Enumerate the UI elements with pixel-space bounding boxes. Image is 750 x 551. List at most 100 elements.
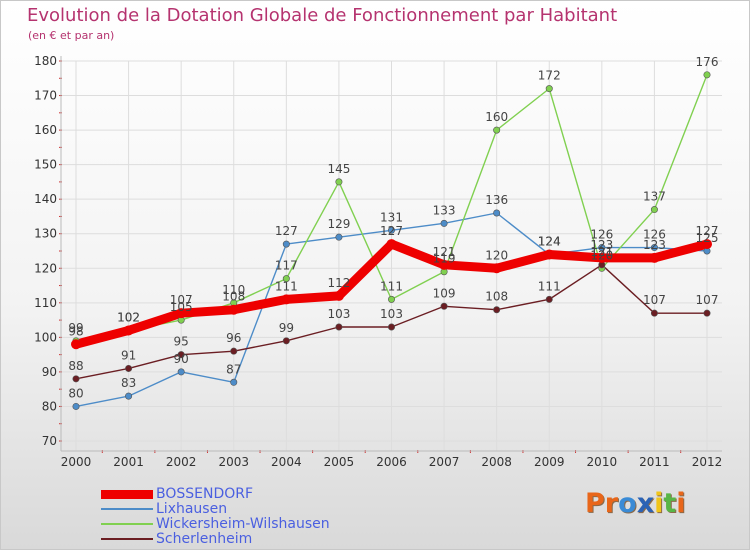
x-tick-label: 2008 bbox=[481, 455, 512, 469]
series-points bbox=[71, 71, 712, 410]
data-point bbox=[282, 240, 290, 248]
chart-title: Evolution de la Dotation Globale de Fonc… bbox=[27, 5, 618, 26]
x-tick-label: 2012 bbox=[692, 455, 723, 469]
data-label: 83 bbox=[121, 376, 136, 390]
x-tick-label: 2003 bbox=[218, 455, 249, 469]
y-tick-label: 100 bbox=[34, 330, 57, 344]
data-point bbox=[125, 364, 133, 372]
data-point bbox=[335, 323, 343, 331]
legend-label: BOSSENDORF bbox=[156, 486, 254, 502]
data-point bbox=[702, 239, 712, 250]
y-tick-label: 150 bbox=[34, 158, 57, 172]
data-label: 123 bbox=[590, 238, 613, 252]
data-label: 127 bbox=[696, 224, 719, 238]
data-label: 91 bbox=[121, 348, 136, 362]
data-point bbox=[230, 347, 238, 355]
data-point bbox=[335, 233, 343, 241]
data-point bbox=[333, 290, 344, 301]
data-point bbox=[177, 351, 185, 359]
data-point bbox=[177, 368, 185, 376]
legend-label: Lixhausen bbox=[156, 501, 228, 517]
data-label: 80 bbox=[68, 386, 83, 400]
data-label: 126 bbox=[643, 228, 666, 242]
data-point bbox=[650, 206, 658, 214]
logo-letter: P bbox=[585, 488, 605, 519]
data-point bbox=[439, 259, 450, 270]
data-point bbox=[282, 275, 290, 283]
legend-swatch bbox=[101, 508, 153, 510]
data-point bbox=[493, 306, 501, 314]
logo-letter: r bbox=[604, 488, 619, 519]
proxiti-logo: Proxiti bbox=[585, 488, 686, 519]
logo-letter: i bbox=[676, 488, 686, 519]
data-label: 108 bbox=[485, 290, 508, 304]
data-label: 107 bbox=[696, 293, 719, 307]
y-tick-label: 170 bbox=[34, 89, 57, 103]
data-label: 131 bbox=[380, 210, 403, 224]
x-tick-label: 2010 bbox=[587, 455, 618, 469]
data-label: 88 bbox=[68, 359, 83, 373]
data-label: 124 bbox=[538, 234, 561, 248]
legend-swatch bbox=[101, 523, 153, 525]
data-label: 117 bbox=[275, 259, 298, 273]
data-label: 172 bbox=[538, 69, 561, 83]
x-axis-ticks: 2000 2001 2002 2003 2004 2005 2006 2007 2008 2009… bbox=[61, 455, 723, 469]
x-tick-label: 2006 bbox=[376, 455, 407, 469]
y-tick-label: 110 bbox=[34, 296, 57, 310]
data-label: 119 bbox=[433, 252, 456, 266]
data-point bbox=[493, 126, 501, 134]
x-tick-label: 2002 bbox=[166, 455, 197, 469]
data-label: 160 bbox=[485, 110, 508, 124]
data-point bbox=[387, 295, 395, 303]
data-point bbox=[544, 249, 555, 260]
data-point bbox=[650, 244, 658, 252]
y-tick-label: 120 bbox=[34, 261, 57, 275]
data-label: 105 bbox=[170, 300, 193, 314]
data-label: 121 bbox=[433, 245, 456, 259]
logo-letter: o bbox=[618, 488, 637, 519]
data-point bbox=[230, 378, 238, 386]
data-label: 123 bbox=[643, 238, 666, 252]
data-label: 111 bbox=[538, 279, 561, 293]
y-tick-label: 140 bbox=[34, 192, 57, 206]
data-label: 99 bbox=[68, 321, 83, 335]
y-tick-label: 180 bbox=[34, 54, 57, 68]
data-point bbox=[228, 304, 239, 315]
data-point bbox=[703, 309, 711, 317]
data-point bbox=[282, 337, 290, 345]
x-tick-label: 2001 bbox=[113, 455, 144, 469]
data-label: 176 bbox=[696, 55, 719, 69]
data-label: 107 bbox=[170, 293, 193, 307]
y-tick-label: 160 bbox=[34, 123, 57, 137]
data-label: 96 bbox=[226, 331, 241, 345]
legend-item: Lixhausen bbox=[101, 501, 228, 517]
data-label: 110 bbox=[222, 283, 245, 297]
data-label: 98 bbox=[68, 324, 83, 338]
legend-swatch bbox=[101, 489, 153, 499]
data-label: 125 bbox=[696, 231, 719, 245]
data-label: 120 bbox=[485, 248, 508, 262]
data-point bbox=[650, 309, 658, 317]
legend-item: Scherlenheim bbox=[101, 531, 252, 547]
data-point bbox=[387, 226, 395, 234]
data-label: 108 bbox=[222, 290, 245, 304]
data-label: 103 bbox=[380, 307, 403, 321]
legend-item: BOSSENDORF bbox=[101, 486, 254, 502]
data-point bbox=[440, 219, 448, 227]
data-point bbox=[387, 323, 395, 331]
data-point bbox=[72, 375, 80, 383]
y-tick-label: 90 bbox=[42, 365, 57, 379]
legend-item: Wickersheim-Wilshausen bbox=[101, 516, 330, 532]
data-label: 111 bbox=[275, 279, 298, 293]
data-point bbox=[176, 308, 187, 319]
data-point bbox=[281, 294, 292, 305]
data-label: 145 bbox=[327, 162, 350, 176]
data-label: 90 bbox=[174, 352, 189, 366]
data-label: 121 bbox=[590, 245, 613, 259]
data-point bbox=[493, 209, 501, 217]
logo-letter: x bbox=[636, 488, 655, 519]
chart-subtitle: (en € et par an) bbox=[28, 29, 115, 42]
data-point bbox=[386, 239, 397, 250]
x-tick-label: 2009 bbox=[534, 455, 565, 469]
